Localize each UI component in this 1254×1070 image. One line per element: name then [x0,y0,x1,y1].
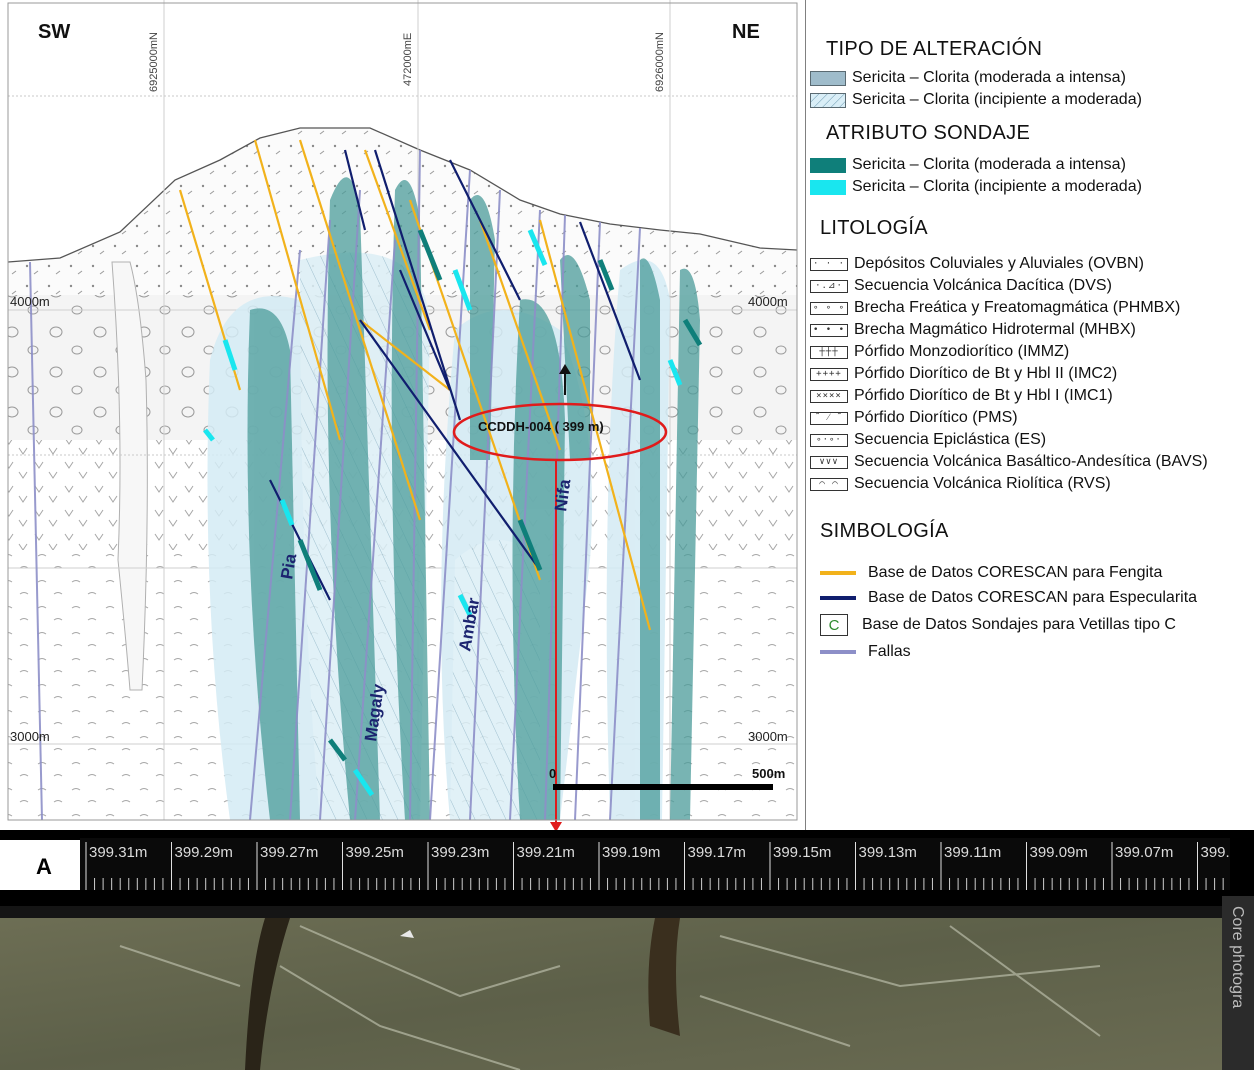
scale-start-label: 0 [549,766,556,781]
panel-label: A [36,854,52,879]
lithology-label: Secuencia Volcánica Basáltico-Andesítica… [854,453,1208,470]
lithology-label: Secuencia Volcánica Riolítica (RVS) [854,475,1111,492]
compass-ne-label: NE [732,21,760,43]
symbology-item: Fallas [810,642,911,662]
depth-ruler[interactable]: 399.31m 399.29m 399.27m 399.25m 399.23m 399.2… [80,838,1230,890]
lithology-pattern-icon: · · · [810,257,848,271]
geologic-cross-section: SW NE 6925000mN 472000mE 6926000mN 4000m… [0,0,806,830]
easting-label: 472000mE [402,33,414,86]
elevation-3000-left: 3000m [10,729,50,744]
symbology-label: Base de Datos CORESCAN para Especularita [868,589,1198,606]
attribute-item: Sericita – Clorita (moderada a intensa) [810,155,1126,175]
lithology-item: · · · Depósitos Coluviales y Aluviales (O… [810,254,1144,274]
lithology-label: Pórfido Monzodiorítico (IMMZ) [854,343,1070,360]
depth-tick-label: 399.17m [687,844,746,861]
lithology-label: Depósitos Coluviales y Aluviales (OVBN) [854,255,1144,272]
symbology-item: Base de Datos CORESCAN para Fengita [810,563,1162,583]
lithology-item: ·.⊿· Secuencia Volcánica Dacítica (DVS) [810,276,1112,296]
lithology-item: ×××× Pórfido Diorítico de Bt y Hbl I (IMC… [810,386,1113,406]
lithology-label: Brecha Magmático Hidrotermal (MHBX) [854,321,1136,338]
lithology-pattern-icon: ⌒ ⌒ [810,477,848,491]
elevation-3000-right: 3000m [748,729,788,744]
depth-tick-label: 399.31m [89,844,148,861]
alteration-label: Sericita – Clorita (incipiente a moderad… [852,91,1142,108]
depth-tick-label: 399.25m [345,844,404,861]
side-tab-label: Core photogra [1229,906,1246,1009]
depth-tick-label: 399.09m [1029,844,1088,861]
lithology-pattern-icon: ∘ ∘ ∘ [810,301,848,315]
lithology-label: Secuencia Volcánica Dacítica (DVS) [854,277,1112,294]
lithology-title: LITOLOGÍA [820,217,928,239]
lithology-pattern-icon: • • • [810,323,848,337]
depth-tick-label: 399.19m [602,844,661,861]
core-photograph [0,906,1222,1070]
lithology-pattern-icon: ×××× [810,389,848,403]
fault-label-pia: Pia [277,552,300,581]
northing-label-1: 6925000mN [148,32,160,92]
attribute-label: Sericita – Clorita (moderada a intensa) [852,156,1126,173]
lithology-label: Pórfido Diorítico de Bt y Hbl I (IMC1) [854,387,1113,404]
symbology-item: Base de Datos CORESCAN para Especularita [810,588,1197,608]
vetilla-c-icon: C [820,614,848,636]
lithology-item: ∨∨∨ Secuencia Volcánica Basáltico-Andesít… [810,452,1208,472]
lithology-item: ∘ ∘ ∘ Brecha Freática y Freatomagmática (… [810,298,1180,318]
panel-label-box: A [0,840,82,890]
alteration-item: Sericita – Clorita (incipiente a moderad… [810,90,1142,110]
depth-tick-label: 399.07m [1115,844,1174,861]
symbology-label: Fallas [868,643,911,660]
symbology-label: Base de Datos Sondajes para Vetillas tip… [862,616,1176,633]
attribute-label: Sericita – Clorita (incipiente a moderad… [852,178,1142,195]
lithology-item: ˜ ⁄ ˜ Pórfido Diorítico (PMS) [810,408,1018,428]
lithology-pattern-icon: ┼┼┼ [810,345,848,359]
depth-ruler-ticks [85,842,1224,890]
depth-tick-label: 399.27m [260,844,319,861]
depth-tick-label: 399.0 [1200,844,1231,861]
symbology-label: Base de Datos CORESCAN para Fengita [868,564,1163,581]
depth-tick-label: 399.13m [858,844,917,861]
lithology-pattern-icon: ++++ [810,367,848,381]
fengita-line-icon [820,571,856,575]
elevation-4000-right: 4000m [748,294,788,309]
lithology-label: Pórfido Diorítico (PMS) [854,409,1018,426]
attribute-swatch [810,157,846,173]
drillhole-label: CCDDH-004 ( 399 m) [478,419,604,434]
lithology-pattern-icon: ∘·∘· [810,433,848,447]
depth-tick-label: 399.15m [773,844,832,861]
core-photo-viewer: A 399.31m 399.29m 399.27m 399.25m 399.23m 399… [0,830,1254,1070]
symbology-title: SIMBOLOGÍA [820,520,949,542]
depth-tick-label: 399.23m [431,844,490,861]
alteration-label: Sericita – Clorita (moderada a intensa) [852,69,1126,86]
depth-tick-label: 399.11m [944,844,1002,861]
fault-line-icon [820,650,856,654]
alteration-item: Sericita – Clorita (moderada a intensa) [810,68,1126,88]
lithology-label: Pórfido Diorítico de Bt y Hbl II (IMC2) [854,365,1118,382]
lithology-pattern-icon: ˜ ⁄ ˜ [810,411,848,425]
lithology-item: ++++ Pórfido Diorítico de Bt y Hbl II (IM… [810,364,1117,384]
attribute-title: ATRIBUTO SONDAJE [826,122,1031,144]
alteration-title: TIPO DE ALTERACIÓN [826,38,1043,60]
depth-tick-label: 399.21m [516,844,575,861]
symbology-item: C Base de Datos Sondajes para Vetillas t… [810,613,1176,637]
attribute-item: Sericita – Clorita (incipiente a moderad… [810,177,1142,197]
lithology-pattern-icon: ·.⊿· [810,279,848,293]
lithology-pattern-icon: ∨∨∨ [810,455,848,469]
elevation-4000-left: 4000m [10,294,50,309]
depth-tick-label: 399.29m [174,844,233,861]
legend-panel: TIPO DE ALTERACIÓN Sericita – Clorita (m… [806,0,1254,830]
attribute-swatch [810,179,846,195]
alteration-swatch [810,92,846,108]
especularita-line-icon [820,596,856,600]
fault-label-nifa: Nifa [551,478,574,513]
lithology-label: Secuencia Epiclástica (ES) [854,431,1047,448]
compass-sw-label: SW [38,21,70,43]
lithology-item: ∘·∘· Secuencia Epiclástica (ES) [810,430,1046,450]
core-photo-side-tab[interactable]: Core photogra [1222,896,1254,1070]
scale-end-label: 500m [752,766,785,781]
lithology-item: ┼┼┼ Pórfido Monzodiorítico (IMMZ) [810,342,1069,362]
alteration-swatch [810,70,846,86]
northing-label-2: 6926000mN [654,32,666,92]
lithology-item: ⌒ ⌒ Secuencia Volcánica Riolítica (RVS) [810,474,1111,494]
lithology-item: • • • Brecha Magmático Hidrotermal (MHBX) [810,320,1136,340]
lithology-label: Brecha Freática y Freatomagmática (PHMBX… [854,299,1181,316]
